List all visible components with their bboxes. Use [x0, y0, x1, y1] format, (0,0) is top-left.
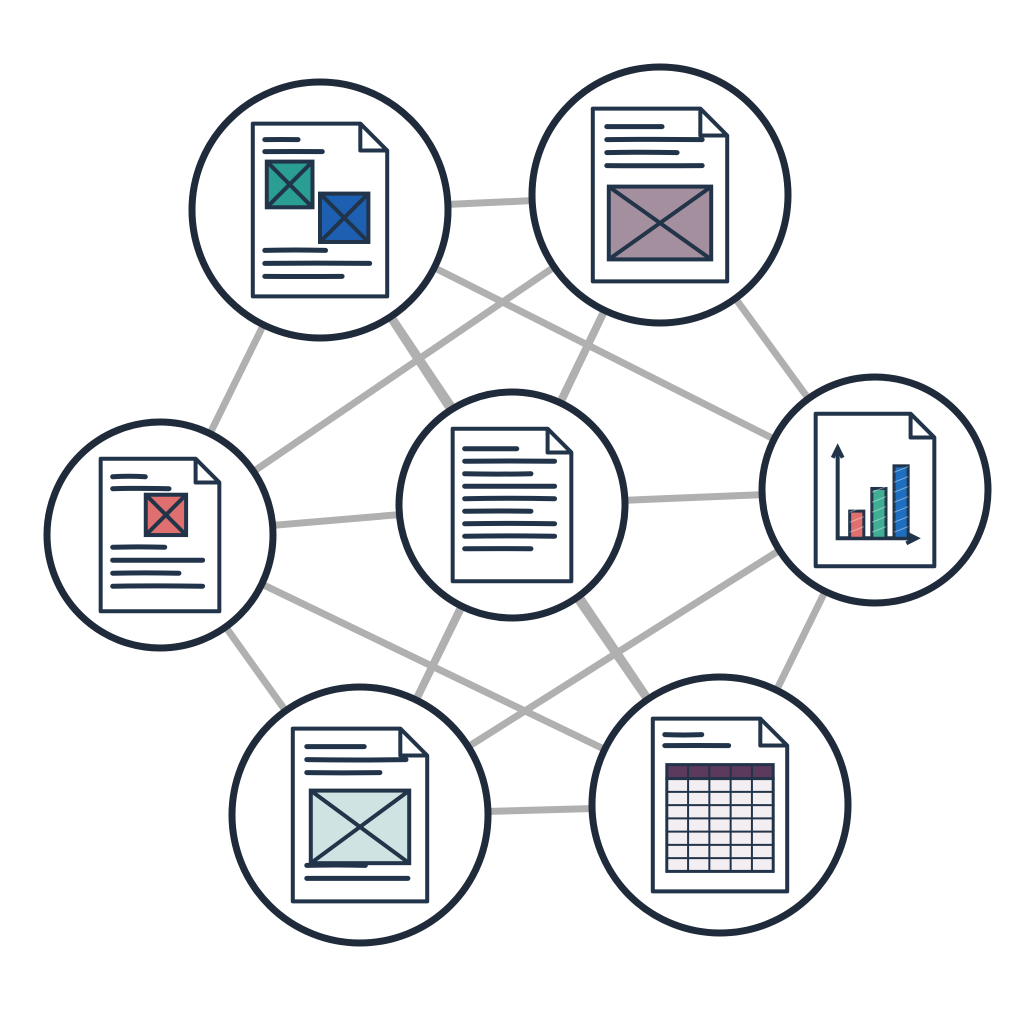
node-top_left — [192, 82, 448, 338]
edge-bottom_right-center — [575, 596, 648, 701]
edge-bottom_left-left — [225, 625, 287, 712]
node-center — [399, 392, 625, 618]
node-top_right — [532, 67, 788, 323]
node-bottom_right — [592, 677, 848, 933]
node-left — [47, 422, 273, 648]
edge-bottom_right-bottom_left — [486, 808, 594, 811]
edge-left-center — [271, 514, 402, 525]
edge-top_left-top_right — [446, 201, 534, 205]
edge-top_left-left — [209, 323, 264, 435]
document-network-diagram — [0, 0, 1024, 1024]
node-right — [762, 377, 988, 603]
edge-bottom_left-center — [415, 605, 463, 702]
edge-right-center — [623, 495, 764, 501]
node-bottom_left — [232, 687, 488, 943]
edge-right-bottom_right — [776, 590, 826, 692]
edge-top_right-right — [734, 297, 809, 400]
